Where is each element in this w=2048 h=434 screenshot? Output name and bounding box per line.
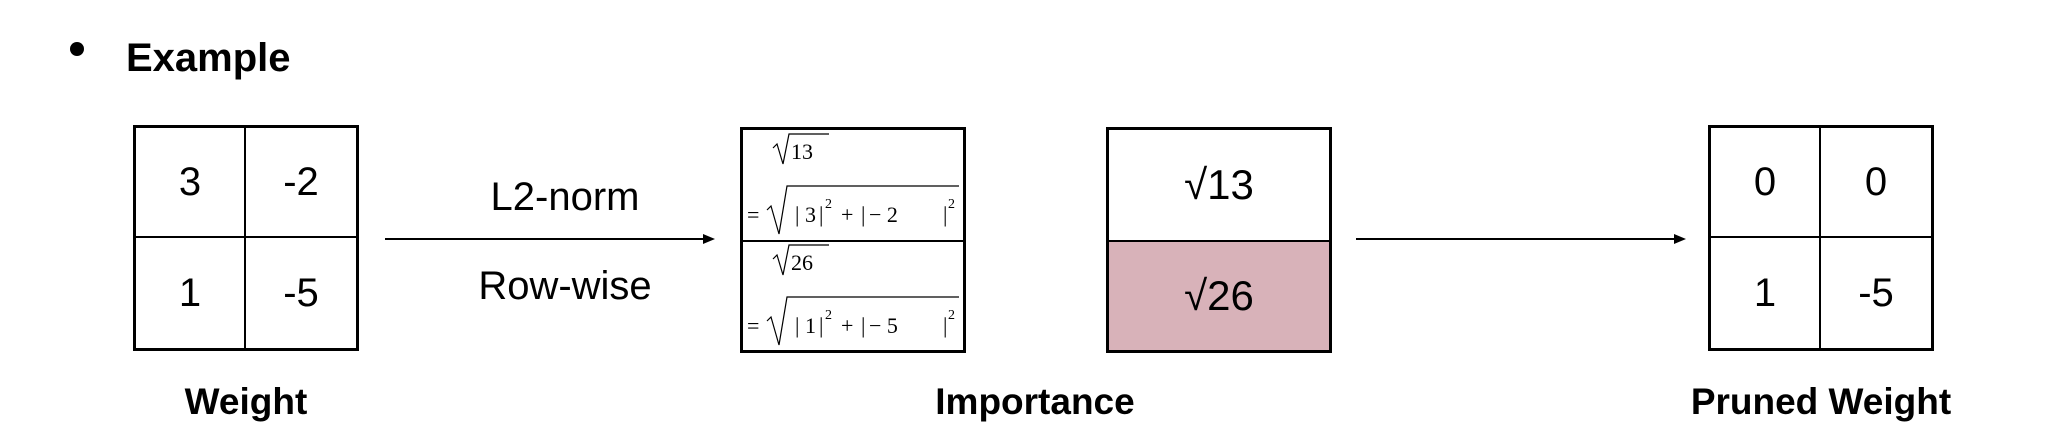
formula-term: 1 — [805, 313, 816, 338]
weight-cell: -2 — [246, 128, 356, 238]
weight-matrix: 3 -2 1 -5 — [133, 125, 359, 351]
sqrt-icon — [766, 296, 959, 346]
weight-cell: -5 — [283, 270, 319, 315]
l2-norm-formula-box: 13 = | 3 | 2 + | − 2 | 2 26 = | 1 | 2 + … — [740, 127, 966, 353]
formula-abs-left: | — [861, 313, 865, 338]
formula-equals: = — [747, 313, 759, 338]
formula-exponent: 2 — [948, 308, 955, 323]
formula-abs-left: | — [861, 202, 865, 227]
importance-value-pruned: √26 — [1109, 242, 1329, 350]
importance-box: √13 √26 — [1106, 127, 1332, 353]
formula-exponent: 2 — [825, 197, 832, 212]
sqrt-icon — [766, 185, 959, 235]
importance-caption: Importance — [935, 381, 1135, 422]
formula-row: 26 = | 1 | 2 + | − 5 | 2 — [743, 241, 963, 351]
formula-row: 13 = | 3 | 2 + | − 2 | 2 — [743, 130, 963, 242]
arrow-label-l2-norm: L2-norm — [490, 175, 640, 219]
pruned-cell: -5 — [1858, 270, 1894, 315]
sqrt-icon — [772, 133, 829, 165]
formula-abs-right: | — [819, 313, 823, 338]
formula-exponent: 2 — [825, 308, 832, 323]
arrow-label-row-wise: Row-wise — [478, 264, 652, 308]
importance-value: √13 — [1109, 130, 1329, 243]
pruned-cell: 0 — [1821, 128, 1931, 238]
formula-result: 26 — [791, 250, 813, 275]
weight-caption: Weight — [184, 381, 308, 422]
formula-term: − 5 — [869, 313, 898, 338]
pruned-weight-matrix: 0 0 1 -5 — [1708, 125, 1934, 351]
formula-abs-right: | — [819, 202, 823, 227]
formula-equals: = — [747, 202, 759, 227]
formula-term: 3 — [805, 202, 816, 227]
formula-plus: + — [841, 313, 853, 338]
formula-term: − 2 — [869, 202, 898, 227]
pruned-cell: 1 — [1711, 238, 1821, 348]
formula-abs-left: | — [795, 313, 799, 338]
sqrt-icon — [772, 244, 829, 276]
pruned-cell: 0 — [1711, 128, 1821, 238]
formula-abs-left: | — [795, 202, 799, 227]
formula-abs-right: | — [943, 202, 947, 227]
heading-example: Example — [126, 36, 291, 80]
formula-exponent: 2 — [948, 197, 955, 212]
formula-plus: + — [841, 202, 853, 227]
formula-result: 13 — [791, 139, 813, 164]
weight-cell: 3 — [136, 128, 246, 238]
formula-abs-right: | — [943, 313, 947, 338]
pruned-weight-caption: Pruned Weight — [1690, 381, 1952, 422]
weight-cell: 1 — [136, 238, 246, 348]
arrow-right-icon — [1356, 234, 1686, 244]
arrow-right-icon — [385, 234, 715, 244]
bullet-icon — [70, 42, 84, 56]
